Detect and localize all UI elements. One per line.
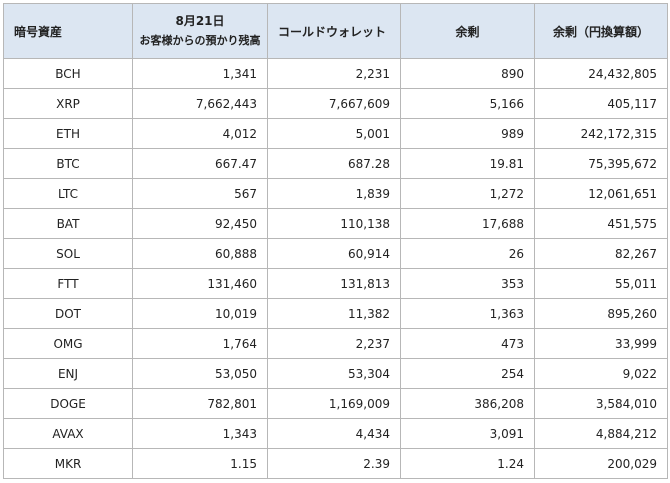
deposit-cell: 53,050	[132, 358, 268, 389]
surplus-cell: 386,208	[400, 388, 535, 419]
deposit-cell: 60,888	[132, 238, 268, 269]
deposit-cell: 1,341	[132, 58, 268, 89]
asset-cell: MKR	[3, 448, 133, 479]
header-surplus-yen: 余剰（円換算額）	[534, 3, 668, 59]
deposit-cell: 782,801	[132, 388, 268, 419]
header-cold-wallet: コールドウォレット	[267, 3, 401, 59]
table-row: AVAX 1,343 4,434 3,091 4,884,212	[3, 418, 668, 449]
cold-wallet-cell: 687.28	[267, 148, 401, 179]
table-row: BTC 667.47 687.28 19.81 75,395,672	[3, 148, 668, 179]
surplus-yen-cell: 24,432,805	[534, 58, 668, 89]
surplus-cell: 254	[400, 358, 535, 389]
cold-wallet-cell: 7,667,609	[267, 88, 401, 119]
header-deposit: 8月21日 お客様からの預かり残高	[132, 3, 268, 59]
surplus-yen-cell: 82,267	[534, 238, 668, 269]
table-header: 暗号資産 8月21日 お客様からの預かり残高 コールドウォレット 余剰 余剰（円…	[3, 3, 668, 59]
header-surplus: 余剰	[400, 3, 535, 59]
surplus-yen-cell: 3,584,010	[534, 388, 668, 419]
header-row: 暗号資産 8月21日 お客様からの預かり残高 コールドウォレット 余剰 余剰（円…	[3, 3, 668, 59]
surplus-cell: 26	[400, 238, 535, 269]
cold-wallet-cell: 53,304	[267, 358, 401, 389]
asset-cell: BTC	[3, 148, 133, 179]
deposit-cell: 1,764	[132, 328, 268, 359]
header-deposit-label: お客様からの預かり残高	[139, 34, 261, 47]
surplus-cell: 5,166	[400, 88, 535, 119]
deposit-cell: 92,450	[132, 208, 268, 239]
table-row: DOT 10,019 11,382 1,363 895,260	[3, 298, 668, 329]
surplus-yen-cell: 405,117	[534, 88, 668, 119]
deposit-cell: 1,343	[132, 418, 268, 449]
table-row: BCH 1,341 2,231 890 24,432,805	[3, 58, 668, 89]
table-body: BCH 1,341 2,231 890 24,432,805 XRP 7,662,443 7,…	[3, 58, 668, 479]
surplus-yen-cell: 895,260	[534, 298, 668, 329]
table-row: SOL 60,888 60,914 26 82,267	[3, 238, 668, 269]
asset-cell: AVAX	[3, 418, 133, 449]
reserves-table: 暗号資産 8月21日 お客様からの預かり残高 コールドウォレット 余剰 余剰（円…	[3, 3, 668, 479]
cold-wallet-cell: 60,914	[267, 238, 401, 269]
table-row: BAT 92,450 110,138 17,688 451,575	[3, 208, 668, 239]
asset-cell: BCH	[3, 58, 133, 89]
asset-cell: XRP	[3, 88, 133, 119]
table-row: MKR 1.15 2.39 1.24 200,029	[3, 448, 668, 479]
surplus-yen-cell: 242,172,315	[534, 118, 668, 149]
asset-cell: ETH	[3, 118, 133, 149]
asset-cell: ENJ	[3, 358, 133, 389]
surplus-yen-cell: 9,022	[534, 358, 668, 389]
cold-wallet-cell: 110,138	[267, 208, 401, 239]
table-row: ETH 4,012 5,001 989 242,172,315	[3, 118, 668, 149]
cold-wallet-cell: 11,382	[267, 298, 401, 329]
deposit-cell: 7,662,443	[132, 88, 268, 119]
deposit-cell: 131,460	[132, 268, 268, 299]
surplus-yen-cell: 55,011	[534, 268, 668, 299]
cold-wallet-cell: 131,813	[267, 268, 401, 299]
surplus-cell: 890	[400, 58, 535, 89]
cold-wallet-cell: 5,001	[267, 118, 401, 149]
header-date: 8月21日	[175, 14, 225, 28]
surplus-cell: 1,363	[400, 298, 535, 329]
surplus-cell: 1,272	[400, 178, 535, 209]
deposit-cell: 4,012	[132, 118, 268, 149]
table-row: OMG 1,764 2,237 473 33,999	[3, 328, 668, 359]
surplus-cell: 17,688	[400, 208, 535, 239]
surplus-cell: 473	[400, 328, 535, 359]
surplus-yen-cell: 33,999	[534, 328, 668, 359]
deposit-cell: 10,019	[132, 298, 268, 329]
cold-wallet-cell: 2,231	[267, 58, 401, 89]
asset-cell: LTC	[3, 178, 133, 209]
table-row: LTC 567 1,839 1,272 12,061,651	[3, 178, 668, 209]
asset-cell: SOL	[3, 238, 133, 269]
surplus-yen-cell: 4,884,212	[534, 418, 668, 449]
surplus-yen-cell: 200,029	[534, 448, 668, 479]
asset-cell: BAT	[3, 208, 133, 239]
table-row: DOGE 782,801 1,169,009 386,208 3,584,010	[3, 388, 668, 419]
surplus-cell: 19.81	[400, 148, 535, 179]
table-row: FTT 131,460 131,813 353 55,011	[3, 268, 668, 299]
deposit-cell: 567	[132, 178, 268, 209]
surplus-cell: 353	[400, 268, 535, 299]
surplus-cell: 3,091	[400, 418, 535, 449]
surplus-yen-cell: 75,395,672	[534, 148, 668, 179]
surplus-cell: 989	[400, 118, 535, 149]
deposit-cell: 1.15	[132, 448, 268, 479]
cold-wallet-cell: 4,434	[267, 418, 401, 449]
header-asset: 暗号資産	[3, 3, 133, 59]
asset-cell: OMG	[3, 328, 133, 359]
surplus-yen-cell: 451,575	[534, 208, 668, 239]
cold-wallet-cell: 2.39	[267, 448, 401, 479]
cold-wallet-cell: 2,237	[267, 328, 401, 359]
surplus-cell: 1.24	[400, 448, 535, 479]
table-row: XRP 7,662,443 7,667,609 5,166 405,117	[3, 88, 668, 119]
cold-wallet-cell: 1,169,009	[267, 388, 401, 419]
deposit-cell: 667.47	[132, 148, 268, 179]
surplus-yen-cell: 12,061,651	[534, 178, 668, 209]
table-row: ENJ 53,050 53,304 254 9,022	[3, 358, 668, 389]
asset-cell: DOGE	[3, 388, 133, 419]
asset-cell: FTT	[3, 268, 133, 299]
asset-cell: DOT	[3, 298, 133, 329]
cold-wallet-cell: 1,839	[267, 178, 401, 209]
